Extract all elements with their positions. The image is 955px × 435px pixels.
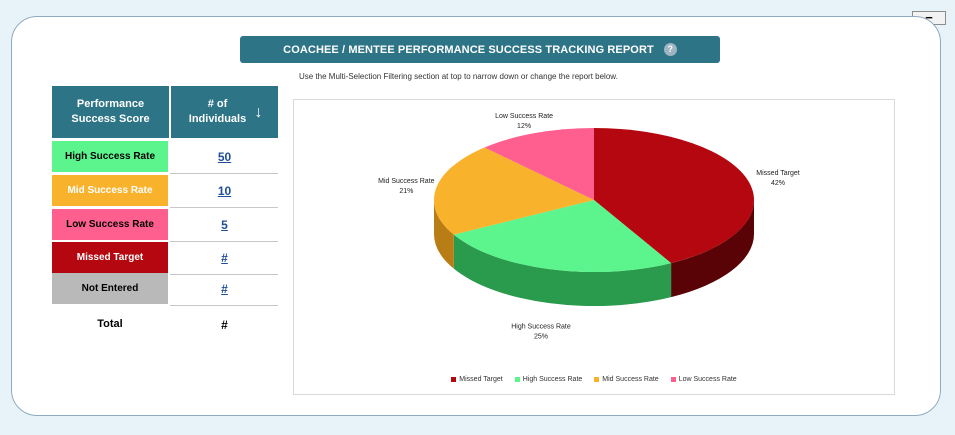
count-link-high-success-rate[interactable]: 50 [217,149,232,164]
header-performance-score-label: Performance Success Score [71,98,150,125]
pie-slice-high-success-rate[interactable] [453,200,672,272]
legend-item-mid-success-rate: Mid Success Rate [594,376,659,383]
legend-label: High Success Rate [522,376,583,383]
pie-side-high-success-rate [453,234,672,306]
count-link-mid-success-rate[interactable]: 10 [217,183,232,198]
legend-label: Mid Success Rate [602,376,659,383]
pie-slice-mid-success-rate[interactable] [434,147,594,235]
report-title-bar: COACHEE / MENTEE PERFORMANCE SUCCESS TRA… [240,36,720,63]
header-individuals: # of Individuals ↓ [171,86,278,138]
pie-sides [434,200,754,306]
category-not-entered: Not Entered [52,273,168,304]
legend-swatch [594,377,600,382]
legend-item-missed-target: Missed Target [451,376,503,383]
count-link-missed-target[interactable]: # [221,250,228,265]
category-missed-target: Missed Target [52,242,168,273]
category-low-success-rate: Low Success Rate [52,209,168,240]
count-link-not-entered[interactable]: # [221,281,228,296]
data-label-high-success-rate: High Success Rate 25% [511,324,571,341]
data-label-category: Low Success Rate [495,113,553,120]
total-value: # [221,318,228,332]
count-link-low-success-rate[interactable]: 5 [221,217,228,232]
row-divider [170,274,278,275]
pie-chart: Missed Target 42% High Success Rate 25% Mid … [378,113,800,341]
sort-arrow-icon[interactable]: ↓ [254,103,263,121]
category-high-success-rate: High Success Rate [52,141,168,172]
report-title: COACHEE / MENTEE PERFORMANCE SUCCESS TRA… [283,43,654,56]
pie-slice-missed-target[interactable] [594,128,755,264]
data-label-low-success-rate: Low Success Rate 12% [495,113,553,130]
data-label-percent: 12% [517,123,531,130]
legend-label: Missed Target [459,376,503,383]
data-label-mid-success-rate: Mid Success Rate 21% [378,178,435,195]
data-label-missed-target: Missed Target 42% [756,170,800,187]
pie-slice-low-success-rate[interactable] [484,128,594,200]
data-label-category: Mid Success Rate [378,178,435,185]
legend-label: Low Success Rate [678,376,737,383]
legend-item-low-success-rate: Low Success Rate [670,376,737,383]
row-divider [170,207,278,208]
total-label: Total [97,318,123,330]
legend-item-high-success-rate: High Success Rate [514,376,583,383]
data-label-category: High Success Rate [511,324,571,331]
row-divider [170,305,278,306]
legend-swatch [514,377,520,382]
header-performance-score: Performance Success Score [52,86,169,138]
chart-area: Missed Target 42% High Success Rate 25% Mid … [293,99,895,395]
help-icon[interactable]: ? [663,43,677,56]
data-label-category: Missed Target [756,170,800,177]
chart-legend: Missed Target High Success Rate Mid Succes… [294,376,894,383]
header-individuals-label: # of Individuals [188,98,247,125]
instruction-text: Use the Multi-Selection Filtering sectio… [299,72,618,81]
legend-swatch [451,377,457,382]
pie-side-mid-success-rate [434,200,454,269]
legend-swatch [670,377,676,382]
category-mid-success-rate: Mid Success Rate [52,175,168,206]
pie-side-missed-target [671,200,754,298]
data-label-percent: 25% [534,334,548,341]
row-divider [170,241,278,242]
data-label-percent: 42% [771,180,785,187]
data-label-percent: 21% [399,188,413,195]
row-divider [170,173,278,174]
